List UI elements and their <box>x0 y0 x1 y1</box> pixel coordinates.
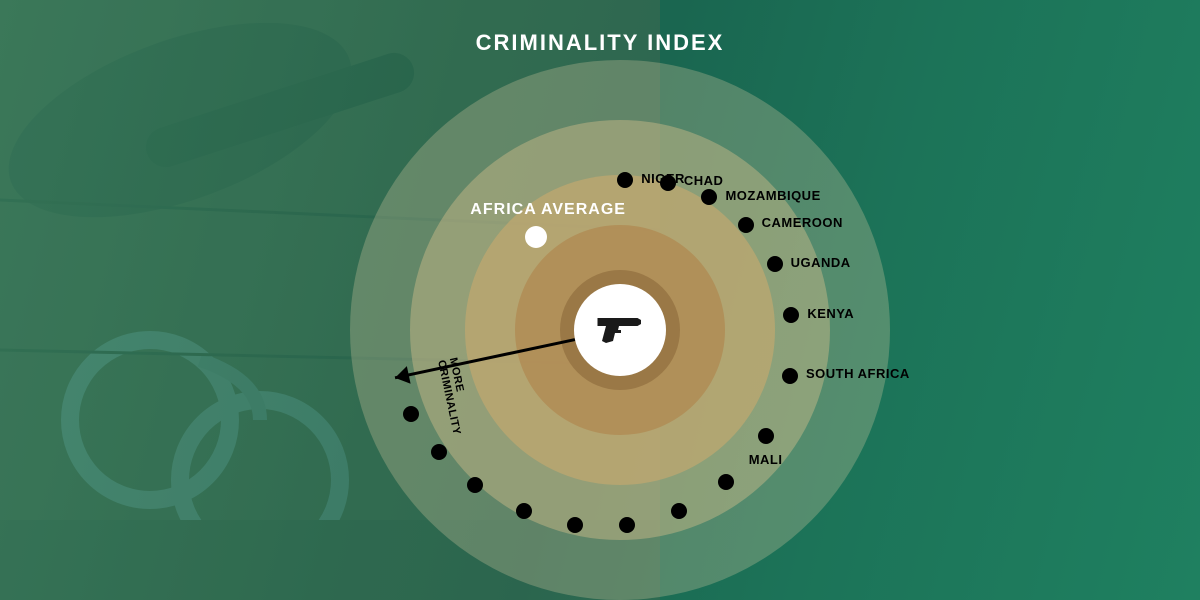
country-label: UGANDA <box>791 255 851 270</box>
country-label: CAMEROON <box>762 215 843 230</box>
country-label: MOZAMBIQUE <box>725 188 820 203</box>
gun-icon <box>595 313 645 348</box>
country-dot <box>782 368 798 384</box>
africa-average-label: AFRICA AVERAGE <box>470 201 626 219</box>
country-dot <box>467 477 483 493</box>
country-label: KENYA <box>807 306 854 321</box>
center-circle <box>574 284 666 376</box>
country-dot <box>516 503 532 519</box>
country-dot <box>701 189 717 205</box>
country-label: NIGER <box>641 171 685 186</box>
country-label: SOUTH AFRICA <box>806 366 910 381</box>
country-dot <box>431 444 447 460</box>
country-dot <box>671 503 687 519</box>
country-dot <box>758 428 774 444</box>
country-dot <box>738 217 754 233</box>
country-label: CHAD <box>684 173 724 188</box>
country-dot <box>783 307 799 323</box>
country-dot <box>619 517 635 533</box>
country-dot <box>617 172 633 188</box>
country-dot <box>567 517 583 533</box>
africa-average-dot <box>525 226 547 248</box>
country-dot <box>403 406 419 422</box>
country-label: MALI <box>749 452 783 467</box>
country-dot <box>767 256 783 272</box>
country-dot <box>718 474 734 490</box>
